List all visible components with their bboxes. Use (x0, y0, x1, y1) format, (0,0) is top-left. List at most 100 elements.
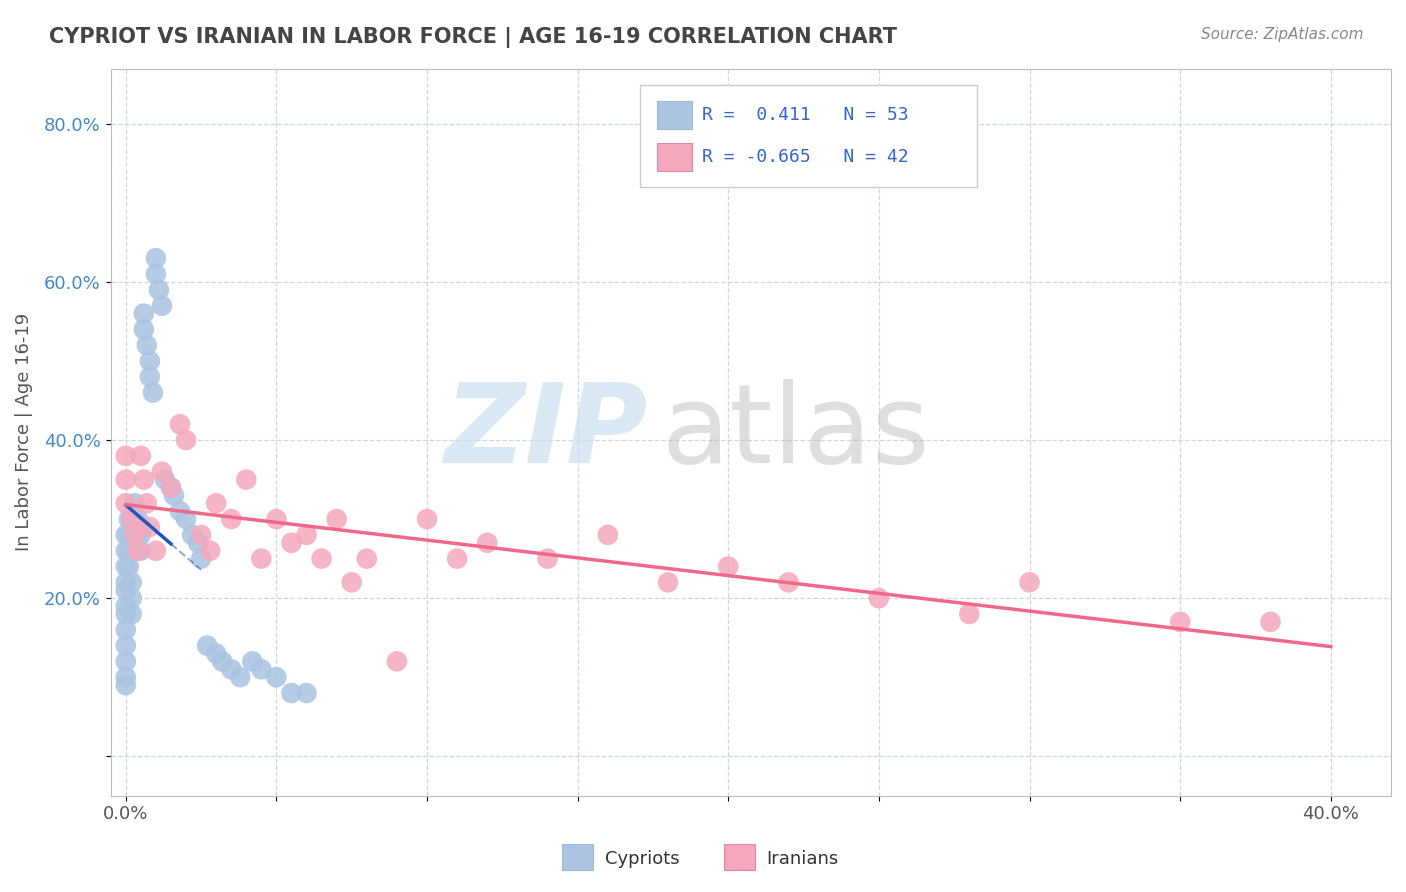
Point (121, 607, 143, 621)
Point (235, 473, 257, 487)
Point (957, 607, 980, 621)
Point (280, 536, 302, 550)
Point (124, 528, 146, 542)
Point (121, 512, 143, 526)
Point (240, 654, 263, 668)
Point (145, 267, 167, 281)
Point (280, 686, 302, 700)
Point (266, 512, 288, 526)
Point (311, 551, 333, 566)
Point (114, 583, 136, 598)
Point (205, 647, 228, 661)
Point (114, 559, 136, 574)
Point (129, 543, 152, 558)
Point (118, 543, 141, 558)
Point (142, 385, 165, 400)
Point (139, 520, 162, 534)
Point (778, 575, 800, 590)
Point (153, 473, 176, 487)
Point (536, 551, 558, 566)
Text: atlas: atlas (661, 378, 929, 485)
Point (250, 662, 273, 676)
Point (219, 512, 242, 526)
Point (198, 543, 221, 558)
Point (868, 591, 890, 606)
Point (295, 528, 318, 542)
Point (250, 551, 273, 566)
Point (169, 504, 191, 518)
Point (187, 536, 209, 550)
Point (114, 639, 136, 653)
Point (114, 623, 136, 637)
Point (129, 528, 152, 542)
Point (596, 528, 619, 542)
Point (657, 575, 679, 590)
Point (121, 575, 143, 590)
Point (127, 528, 149, 542)
Point (160, 480, 183, 494)
Point (356, 551, 378, 566)
Point (340, 575, 363, 590)
Point (124, 512, 146, 526)
Point (114, 678, 136, 692)
Point (174, 512, 197, 526)
Point (132, 473, 155, 487)
Text: Cypriots: Cypriots (605, 850, 679, 868)
Point (127, 512, 149, 526)
Point (114, 599, 136, 613)
Point (114, 496, 136, 510)
Point (118, 528, 141, 542)
Point (132, 322, 155, 336)
Point (118, 559, 141, 574)
Point (118, 512, 141, 526)
Point (195, 639, 218, 653)
Point (1168, 615, 1191, 629)
Point (325, 512, 347, 526)
Point (121, 591, 143, 606)
Point (266, 670, 288, 684)
Text: ZIP: ZIP (444, 378, 648, 485)
Point (190, 528, 212, 542)
Point (385, 654, 408, 668)
Point (114, 670, 136, 684)
Point (295, 686, 318, 700)
Text: R =  0.411   N = 53: R = 0.411 N = 53 (702, 106, 908, 124)
Point (114, 449, 136, 463)
Point (148, 283, 170, 297)
Point (114, 528, 136, 542)
Point (129, 449, 152, 463)
Point (160, 480, 183, 494)
Point (145, 543, 167, 558)
Point (163, 488, 186, 502)
Point (145, 252, 167, 266)
Point (139, 369, 162, 384)
Text: Source: ZipAtlas.com: Source: ZipAtlas.com (1201, 27, 1364, 42)
Point (124, 496, 146, 510)
Point (190, 551, 212, 566)
Point (132, 307, 155, 321)
Point (114, 543, 136, 558)
Point (477, 536, 499, 550)
Point (150, 299, 173, 313)
Text: R = -0.665   N = 42: R = -0.665 N = 42 (702, 148, 908, 166)
Point (114, 473, 136, 487)
Point (181, 528, 204, 542)
Point (150, 465, 173, 479)
Point (1260, 615, 1282, 629)
Point (135, 496, 157, 510)
Point (717, 559, 740, 574)
Text: CYPRIOT VS IRANIAN IN LABOR FORCE | AGE 16-19 CORRELATION CHART: CYPRIOT VS IRANIAN IN LABOR FORCE | AGE … (49, 27, 897, 48)
Text: Iranians: Iranians (766, 850, 838, 868)
Point (211, 654, 233, 668)
Point (139, 354, 162, 368)
Point (127, 543, 149, 558)
Point (114, 575, 136, 590)
Point (416, 512, 439, 526)
Point (114, 654, 136, 668)
Point (174, 433, 197, 447)
Point (219, 662, 242, 676)
Y-axis label: In Labor Force | Age 16-19: In Labor Force | Age 16-19 (15, 313, 32, 551)
Point (1018, 575, 1040, 590)
Point (205, 496, 228, 510)
Point (135, 338, 157, 352)
